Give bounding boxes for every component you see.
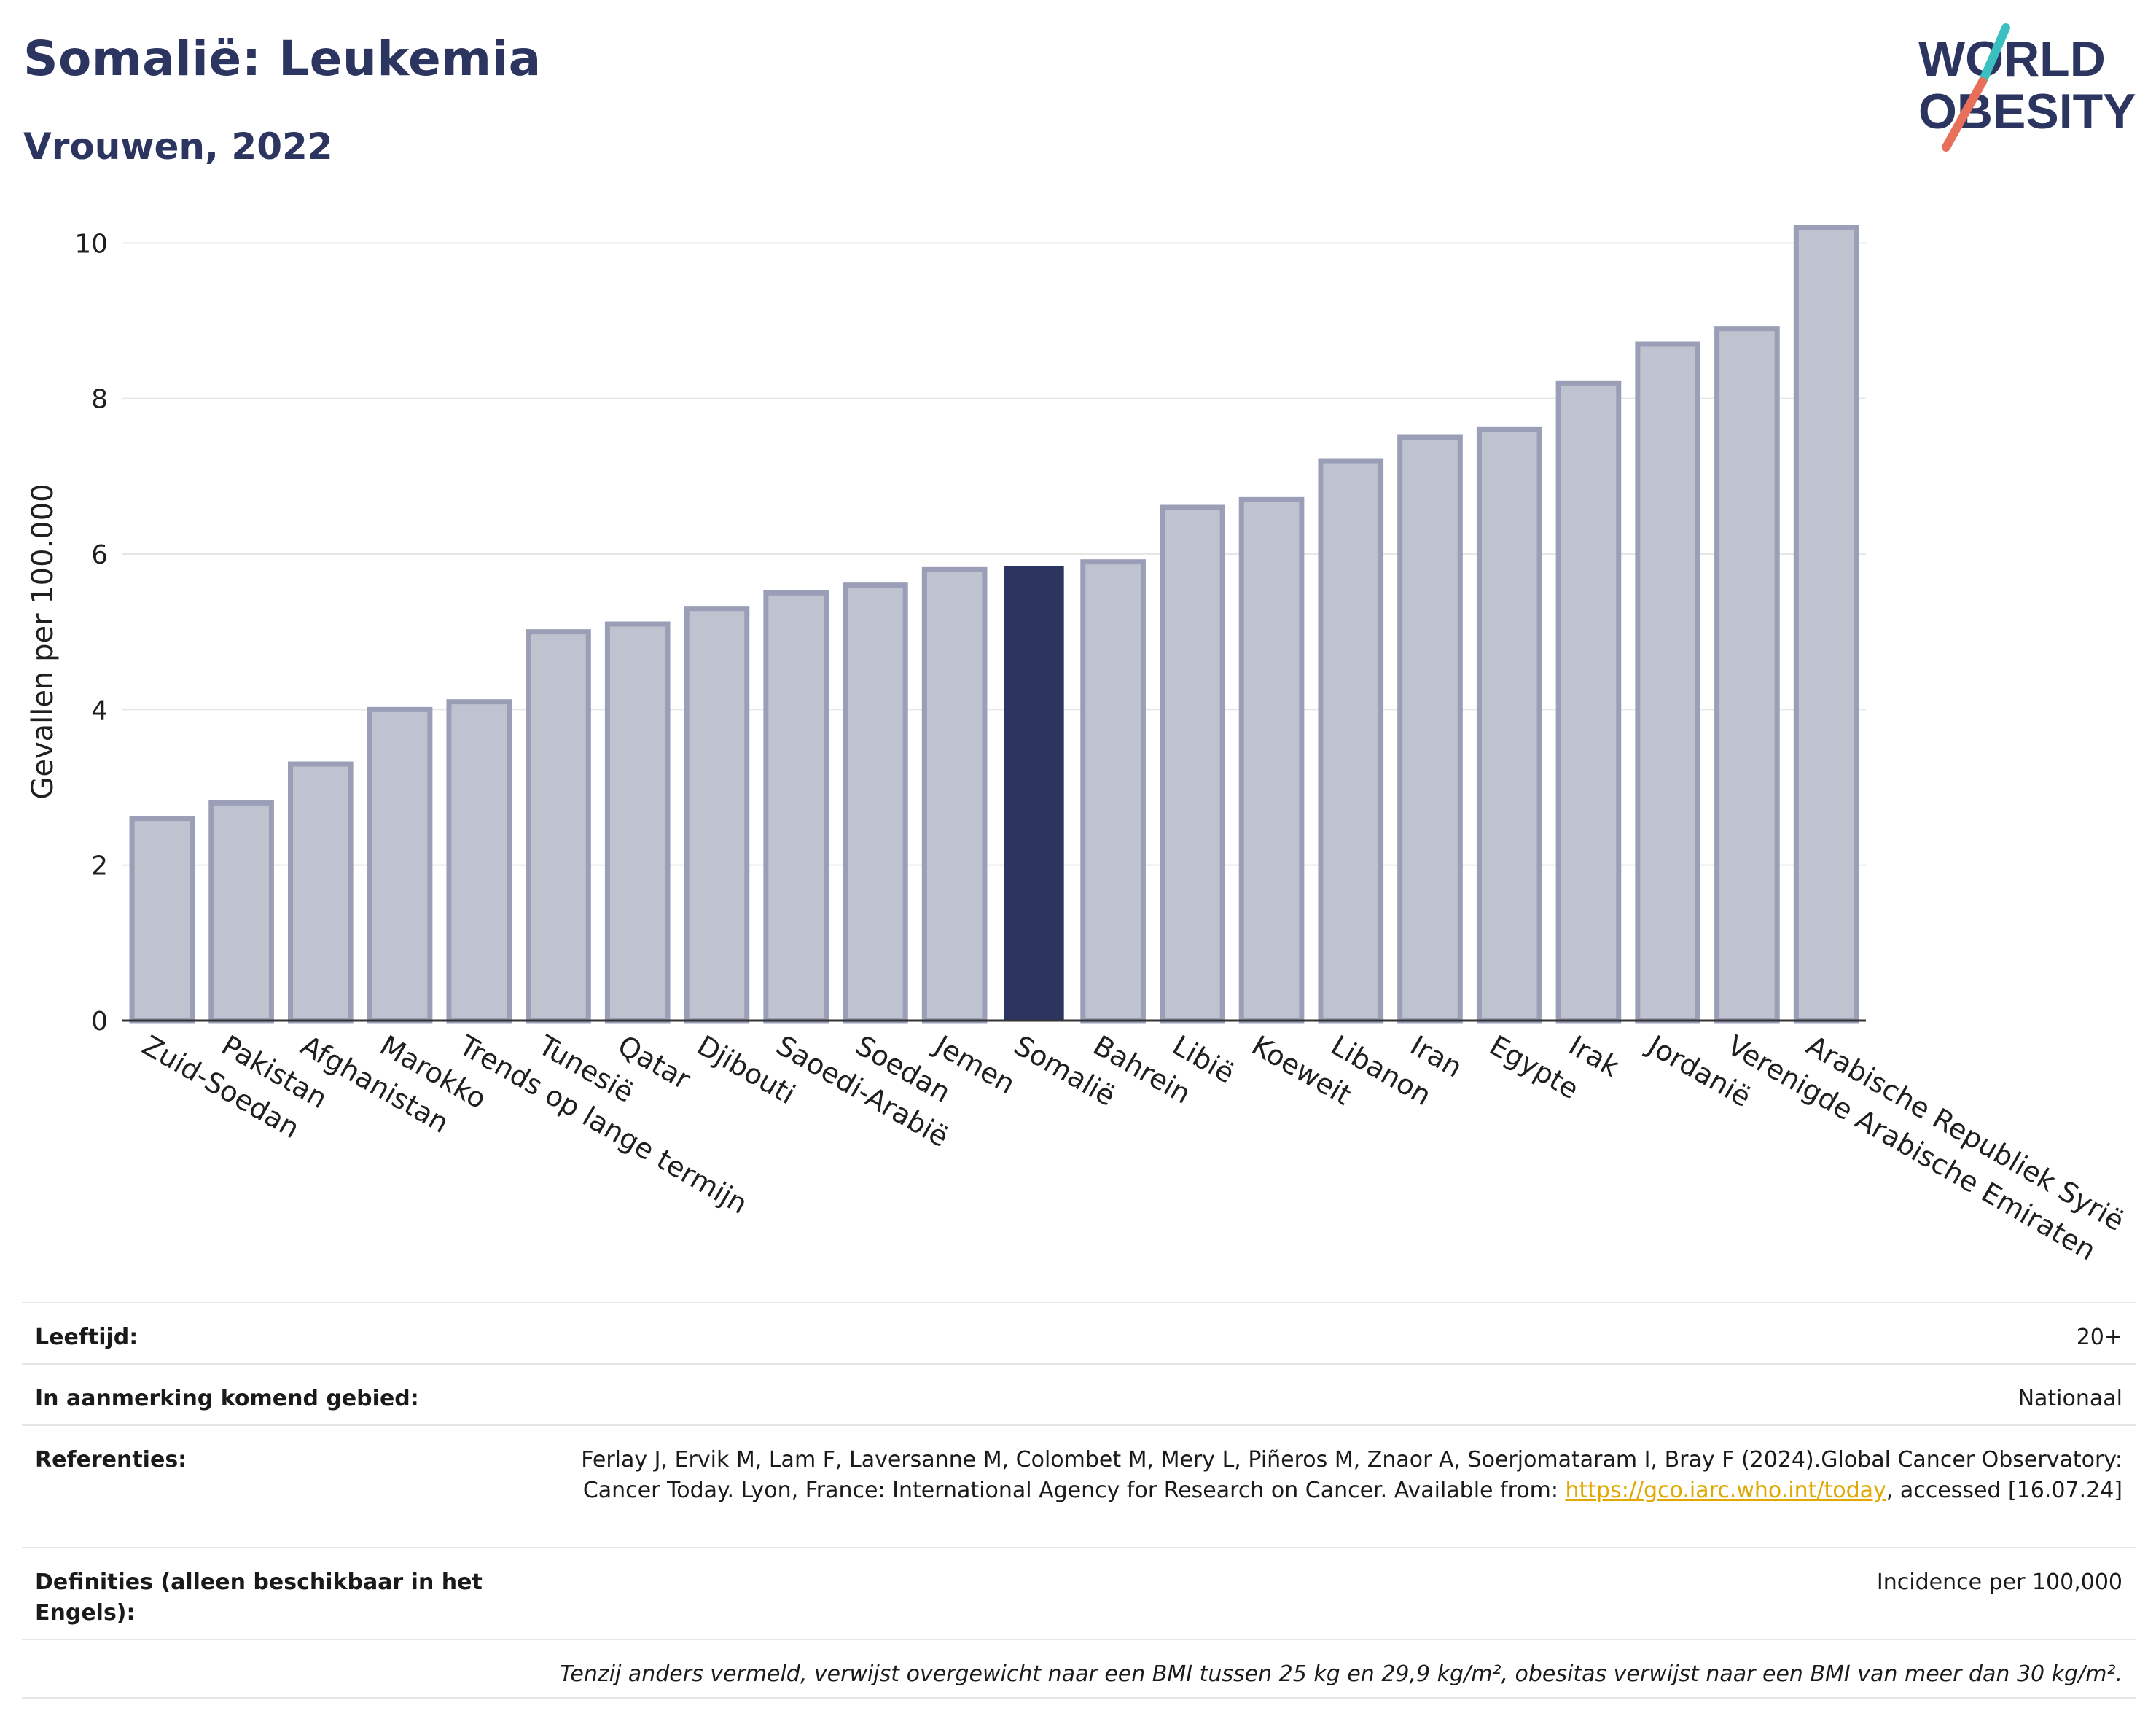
bar-pakistan: [208, 800, 274, 1024]
logo-slash-teal: [1978, 23, 2010, 86]
y-tick-label: 10: [74, 229, 108, 259]
bar-bahrein: [1080, 559, 1146, 1024]
footnote: Tenzij anders vermeld, verwijst overgewi…: [559, 1661, 2122, 1687]
bar-soedan: [843, 582, 908, 1024]
meta-row-references: Referenties: Ferlay J, Ervik M, Lam F, L…: [22, 1424, 2136, 1547]
bar-koeweit: [1238, 496, 1305, 1024]
bar-iran: [1397, 434, 1463, 1024]
bar-arabische-republiek-syri-: [1793, 225, 1859, 1024]
bar-marokko: [367, 706, 433, 1024]
y-tick-label: 0: [91, 1007, 108, 1037]
bar-irak: [1555, 380, 1622, 1024]
logo-slash-coral: [1942, 77, 1987, 152]
bar-verenigde-arabische-emiraten: [1714, 326, 1780, 1024]
x-tick-label: Verenigde Arabische Emiraten: [1722, 1029, 2101, 1267]
x-tick-label: Arabische Republiek Syrië: [1801, 1029, 2130, 1238]
references-value: Ferlay J, Ervik M, Lam F, Laversanne M, …: [555, 1445, 2122, 1547]
metadata-table: Leeftijd: 20+ In aanmerking komend gebie…: [22, 1302, 2136, 1699]
bar-afghanistan: [288, 761, 354, 1024]
area-label: In aanmerking komend gebied:: [35, 1386, 419, 1411]
bars: [129, 225, 1859, 1024]
meta-row-age: Leeftijd: 20+: [22, 1302, 2136, 1363]
meta-row-area: In aanmerking komend gebied: Nationaal: [22, 1363, 2136, 1424]
x-axis-ticks: Zuid-SoedanPakistanAfghanistanMarokkoTre…: [137, 1029, 2130, 1267]
meta-row-definitions: Definities (alleen beschikbaar in het En…: [22, 1547, 2136, 1639]
page-title: Somalië: Leukemia: [23, 31, 542, 87]
age-label: Leeftijd:: [35, 1325, 138, 1350]
bar-trends-op-lange-termijn: [446, 699, 512, 1024]
world-obesity-logo: WORLD OBESITY: [1918, 23, 2136, 152]
definitions-label: Definities (alleen beschikbaar in het En…: [35, 1570, 483, 1626]
bar-libanon: [1318, 458, 1384, 1024]
y-axis-ticks: 0 2 4 6 8 10: [74, 229, 108, 1037]
page-subtitle: Vrouwen, 2022: [23, 125, 333, 168]
bar-jemen: [921, 566, 988, 1024]
y-tick-label: 6: [91, 540, 108, 570]
bar-egypte: [1476, 426, 1542, 1024]
area-value: Nationaal: [2018, 1386, 2122, 1411]
logo-line-1: WORLD: [1918, 31, 2106, 87]
references-link[interactable]: https://gco.iarc.who.int/today: [1565, 1478, 1886, 1503]
age-value: 20+: [2076, 1325, 2122, 1350]
bar-djibouti: [684, 606, 750, 1024]
bar-somali-: [1004, 566, 1064, 1021]
references-accessed: , accessed [16.07.24]: [1886, 1478, 2122, 1503]
y-axis-label: Gevallen per 100.000: [26, 483, 60, 799]
y-tick-label: 2: [91, 851, 108, 881]
bar-jordani-: [1635, 341, 1700, 1024]
references-label: Referenties:: [35, 1447, 187, 1473]
definitions-value: Incidence per 100,000: [1876, 1570, 2122, 1595]
x-tick-label: Egypte: [1484, 1029, 1584, 1106]
y-tick-label: 4: [91, 695, 108, 725]
bar-saoedi-arabi-: [763, 590, 829, 1024]
references-text: Ferlay J, Ervik M, Lam F, Laversanne M, …: [581, 1447, 2122, 1503]
bar-qatar: [604, 621, 671, 1024]
bar-tunesi-: [526, 629, 591, 1024]
bar-zuid-soedan: [129, 816, 195, 1024]
y-tick-label: 8: [91, 385, 108, 415]
meta-row-footnote: Tenzij anders vermeld, verwijst overgewi…: [22, 1639, 2136, 1699]
bar-chart: 0 2 4 6 8 10 Zuid-SoedanPakistanAfghanistanMa…: [26, 225, 2130, 1267]
bar-libi-: [1160, 504, 1225, 1024]
